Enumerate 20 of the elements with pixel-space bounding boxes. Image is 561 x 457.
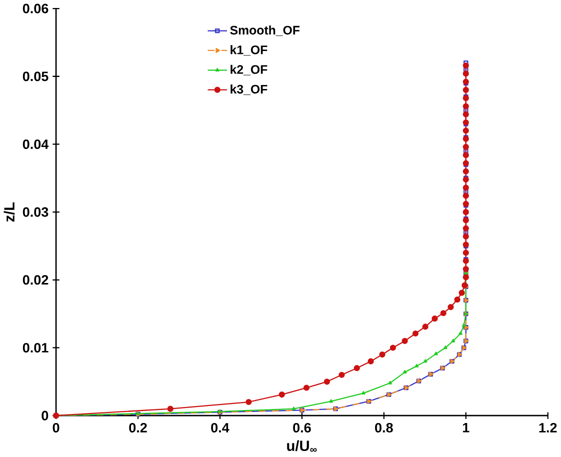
y-tick-label: 0.03 (22, 207, 48, 218)
y-axis-title: z/L (4, 202, 15, 222)
legend-label: k2_OF (230, 65, 268, 76)
y-tick-label: 0.04 (22, 140, 49, 150)
x-tick-label: 0 (52, 423, 60, 433)
x-tick-label: 1 (462, 423, 470, 432)
x-axis-title: u/U$_{∞}$ (287, 440, 317, 452)
legend-label: k1_OF (230, 45, 268, 56)
y-tick-label: 0.02 (22, 275, 48, 285)
x-tick-label: 0.8 (375, 423, 393, 433)
y-tick-label: 0.01 (22, 343, 48, 353)
y-tick-label: 0.06 (22, 4, 48, 14)
y-tick-label: 0 (42, 410, 48, 421)
x-tick-label: 0.2 (129, 423, 147, 433)
y-tick-label: 0.05 (22, 72, 48, 82)
legend-label: k3_OF (230, 84, 268, 96)
x-tick-label: 0.6 (293, 423, 311, 433)
legend-label: Smooth_OF (230, 26, 300, 36)
x-tick-label: 0.4 (211, 423, 230, 433)
x-tick-label: 1.2 (539, 423, 557, 433)
